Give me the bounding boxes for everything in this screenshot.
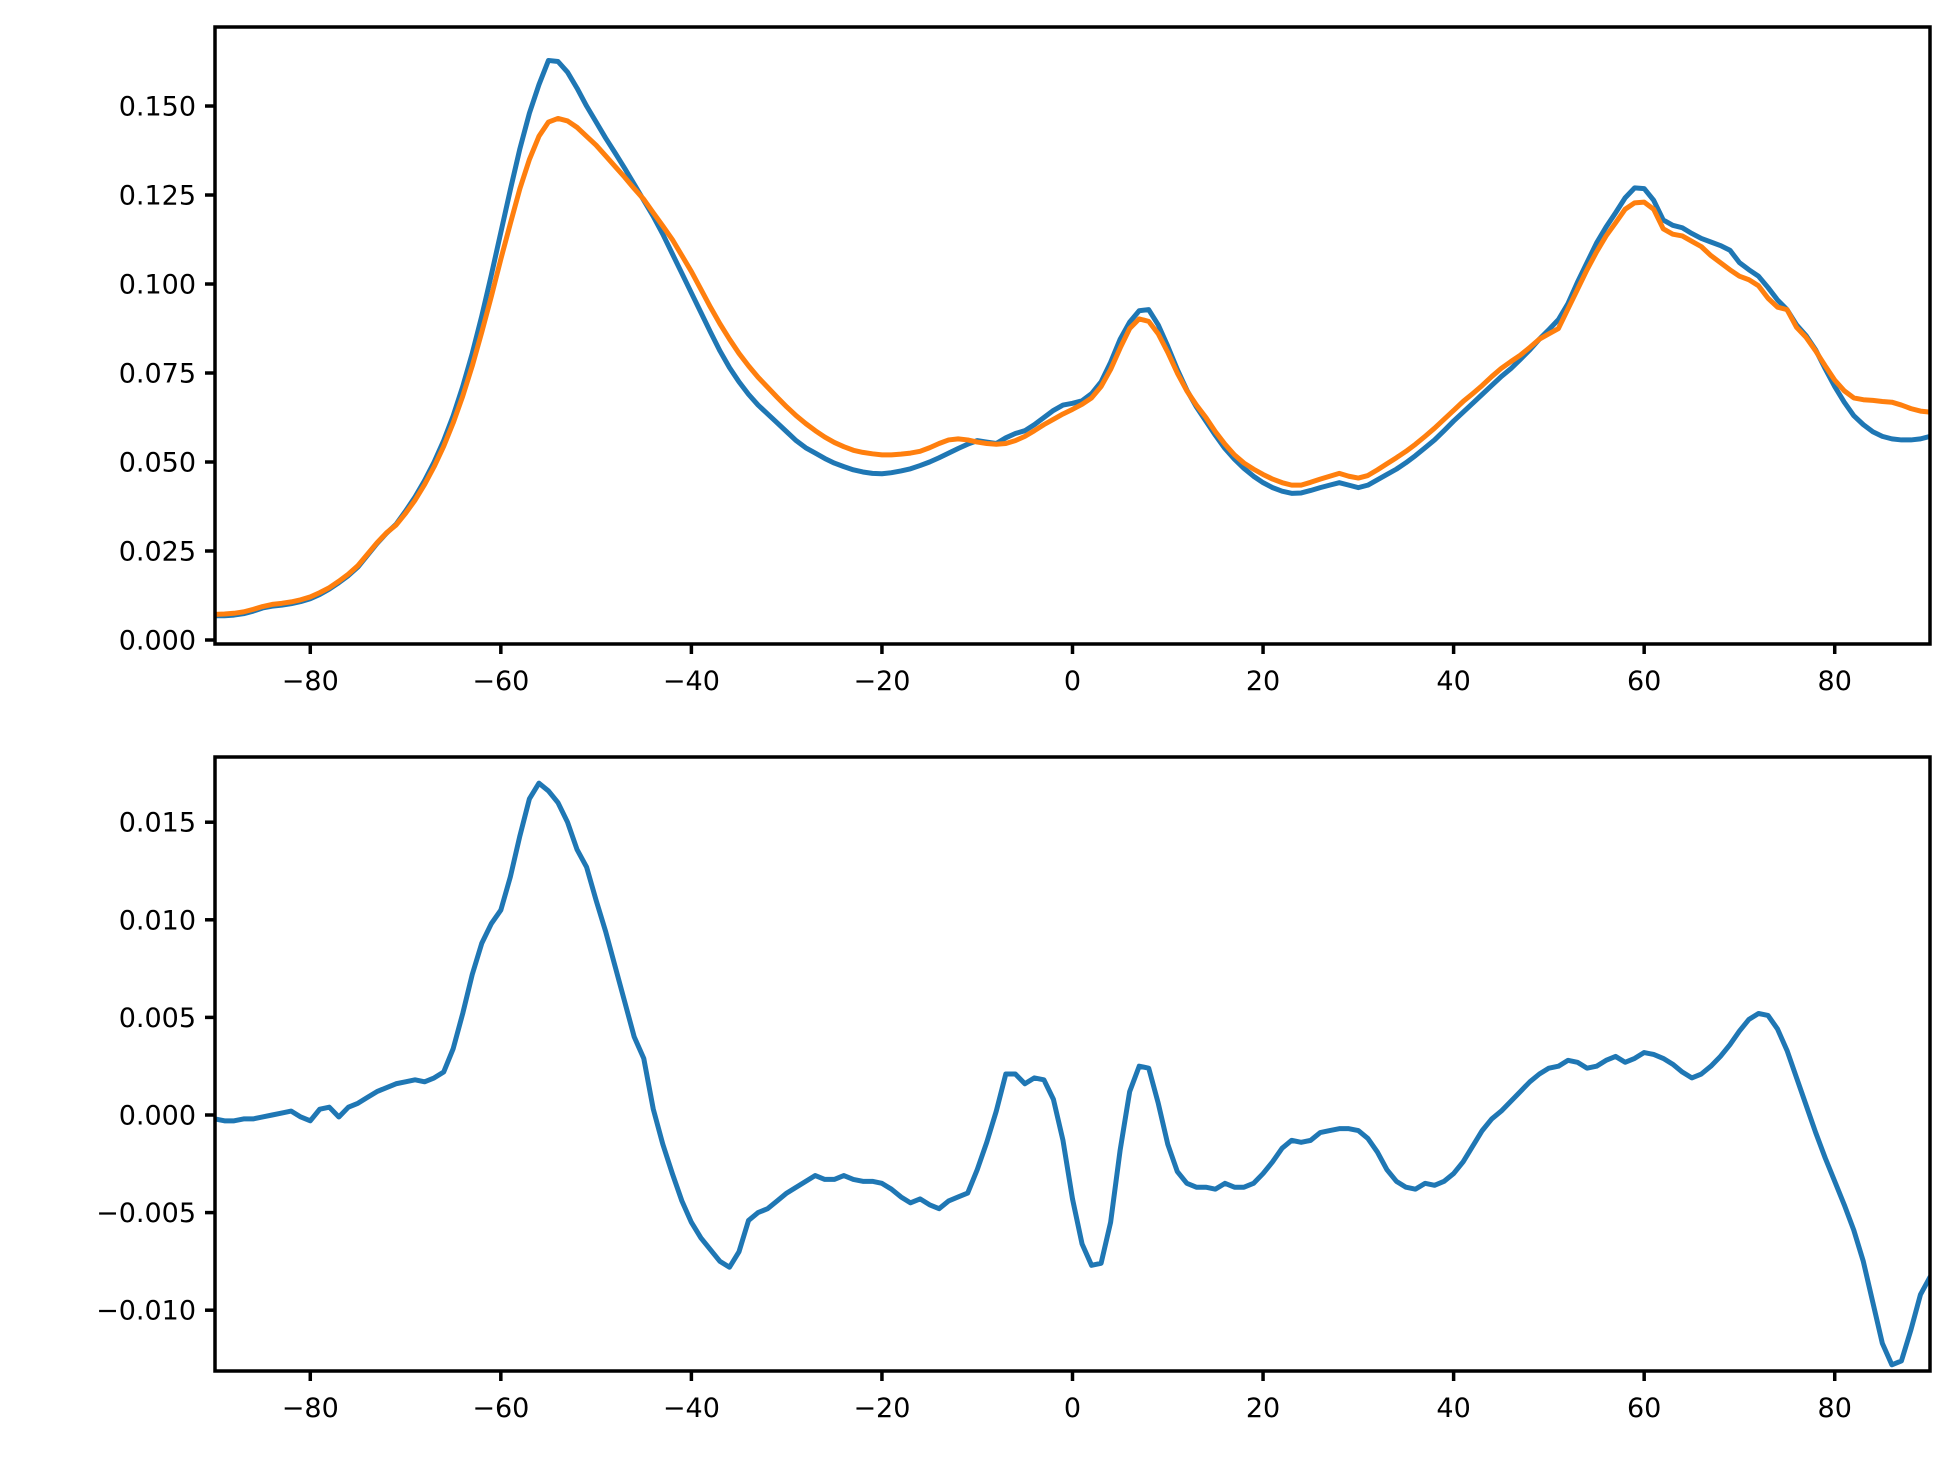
y-tick-label: 0.125 bbox=[119, 181, 196, 212]
plot-background bbox=[215, 27, 1930, 644]
x-tick-label: 80 bbox=[1818, 666, 1852, 697]
x-tick-label: −60 bbox=[472, 1393, 529, 1424]
y-tick-label: 0.075 bbox=[119, 359, 196, 390]
y-tick-label: 0.025 bbox=[119, 537, 196, 568]
y-tick-label: 0.000 bbox=[119, 625, 196, 656]
y-axis-ticks: −0.010 −0.005 0.000 0.005 0.010 0.015 bbox=[96, 808, 215, 1327]
y-tick-label: −0.010 bbox=[96, 1296, 196, 1327]
x-tick-label: 20 bbox=[1246, 1393, 1280, 1424]
series-group bbox=[215, 57, 1930, 619]
x-tick-label: 60 bbox=[1627, 666, 1661, 697]
x-axis-ticks: −80 −60 −40 −20 0 20 40 60 80 bbox=[282, 1371, 1852, 1424]
x-tick-label: −20 bbox=[853, 666, 910, 697]
x-tick-label: −60 bbox=[472, 666, 529, 697]
x-tick-label: 0 bbox=[1064, 666, 1081, 697]
x-tick-label: −40 bbox=[663, 666, 720, 697]
series-orange-line bbox=[215, 115, 1930, 617]
y-tick-label: 0.005 bbox=[119, 1003, 196, 1034]
y-tick-label: 0.150 bbox=[119, 92, 196, 123]
series-difference-line bbox=[215, 780, 1930, 1368]
x-axis-ticks: −80 −60 −40 −20 0 20 40 60 80 bbox=[282, 644, 1852, 697]
x-tick-label: 60 bbox=[1627, 1393, 1661, 1424]
x-tick-label: 0 bbox=[1064, 1393, 1081, 1424]
x-tick-label: 80 bbox=[1818, 1393, 1852, 1424]
x-tick-label: −80 bbox=[282, 666, 339, 697]
x-tick-label: −40 bbox=[663, 1393, 720, 1424]
y-tick-label: 0.010 bbox=[119, 905, 196, 936]
y-tick-label: 0.015 bbox=[119, 808, 196, 839]
plot-background bbox=[215, 757, 1930, 1371]
y-axis-ticks: 0.000 0.025 0.050 0.075 0.100 0.125 0.150 bbox=[119, 92, 215, 656]
series-blue-line bbox=[215, 57, 1930, 619]
x-tick-label: −20 bbox=[853, 1393, 910, 1424]
y-tick-label: 0.000 bbox=[119, 1100, 196, 1131]
x-tick-label: 40 bbox=[1436, 1393, 1470, 1424]
x-tick-label: −80 bbox=[282, 1393, 339, 1424]
series-group bbox=[215, 780, 1930, 1368]
x-tick-label: 20 bbox=[1246, 666, 1280, 697]
x-tick-label: 40 bbox=[1436, 666, 1470, 697]
y-tick-label: 0.100 bbox=[119, 270, 196, 301]
y-tick-label: 0.050 bbox=[119, 448, 196, 479]
y-tick-label: −0.005 bbox=[96, 1198, 196, 1229]
